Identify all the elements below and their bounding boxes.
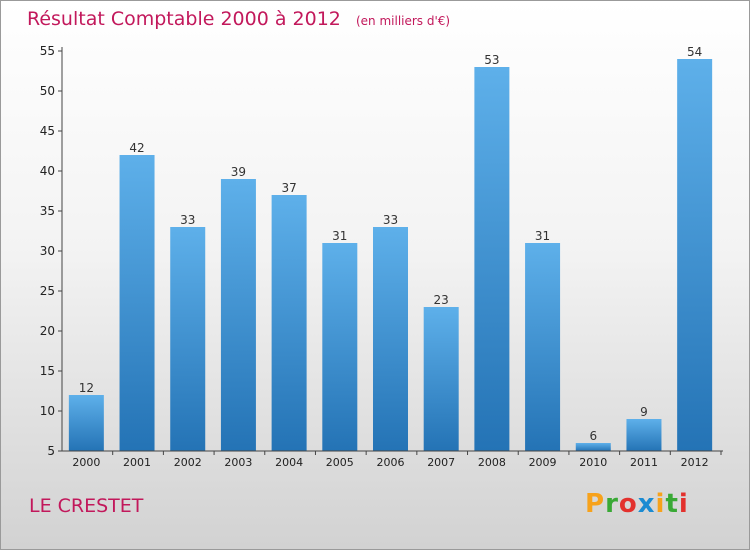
title-text: Résultat Comptable 2000 à 2012 [27,8,341,30]
y-tick-30: 30 [40,244,55,258]
bar-2005 [322,243,358,451]
x-tick-2006: 2006 [377,456,405,469]
y-tick-50: 50 [40,84,55,98]
bar-2010 [575,443,611,451]
y-tick-5: 5 [47,444,55,458]
bar-2002 [170,227,206,451]
data-label-2010: 6 [589,429,597,443]
y-tick-40: 40 [40,164,55,178]
x-tick-2000: 2000 [72,456,100,469]
commune-name: LE CRESTET [29,495,144,517]
x-tick-2011: 2011 [630,456,658,469]
bar-2011 [626,419,662,451]
data-label-2009: 31 [535,229,550,243]
y-tick-10: 10 [40,404,55,418]
x-tick-2010: 2010 [579,456,607,469]
logo-letter: i [655,489,666,519]
proxiti-logo: Proxiti [585,489,689,519]
y-tick-35: 35 [40,204,55,218]
y-tick-55: 55 [40,44,55,58]
subtitle-text: (en milliers d'€) [355,14,451,28]
data-label-2005: 31 [332,229,347,243]
bar-2000 [68,395,104,451]
data-label-2007: 23 [434,293,449,307]
data-label-2001: 42 [129,141,144,155]
bar-2001 [119,155,155,451]
logo-letter: P [585,489,606,519]
logo-letter: o [618,489,638,519]
logo-letter: x [637,489,656,519]
logo-letter: t [665,489,679,519]
bar-2012 [677,59,713,451]
logo-letter: i [678,489,689,519]
y-tick-45: 45 [40,124,55,138]
data-label-2008: 53 [484,53,499,67]
data-label-2000: 12 [79,381,94,395]
x-tick-2001: 2001 [123,456,151,469]
x-tick-2007: 2007 [427,456,455,469]
x-tick-2009: 2009 [529,456,557,469]
data-label-2011: 9 [640,405,648,419]
bar-2003 [220,179,256,451]
x-tick-2002: 2002 [174,456,202,469]
bar-2009 [525,243,561,451]
logo-letter: r [605,489,619,519]
x-tick-2003: 2003 [224,456,252,469]
x-tick-2005: 2005 [326,456,354,469]
data-label-2004: 37 [281,181,296,195]
x-tick-2004: 2004 [275,456,303,469]
y-tick-25: 25 [40,284,55,298]
data-label-2003: 39 [231,165,246,179]
x-tick-2008: 2008 [478,456,506,469]
chart-title: Résultat Comptable 2000 à 2012 (en milli… [27,8,450,30]
bar-2007 [423,307,459,451]
data-label-2006: 33 [383,213,398,227]
x-tick-2012: 2012 [681,456,709,469]
y-tick-15: 15 [40,364,55,378]
bar-2008 [474,67,510,451]
y-tick-20: 20 [40,324,55,338]
data-label-2012: 54 [687,45,702,59]
data-label-2002: 33 [180,213,195,227]
bar-2004 [271,195,307,451]
bar-2006 [373,227,408,451]
